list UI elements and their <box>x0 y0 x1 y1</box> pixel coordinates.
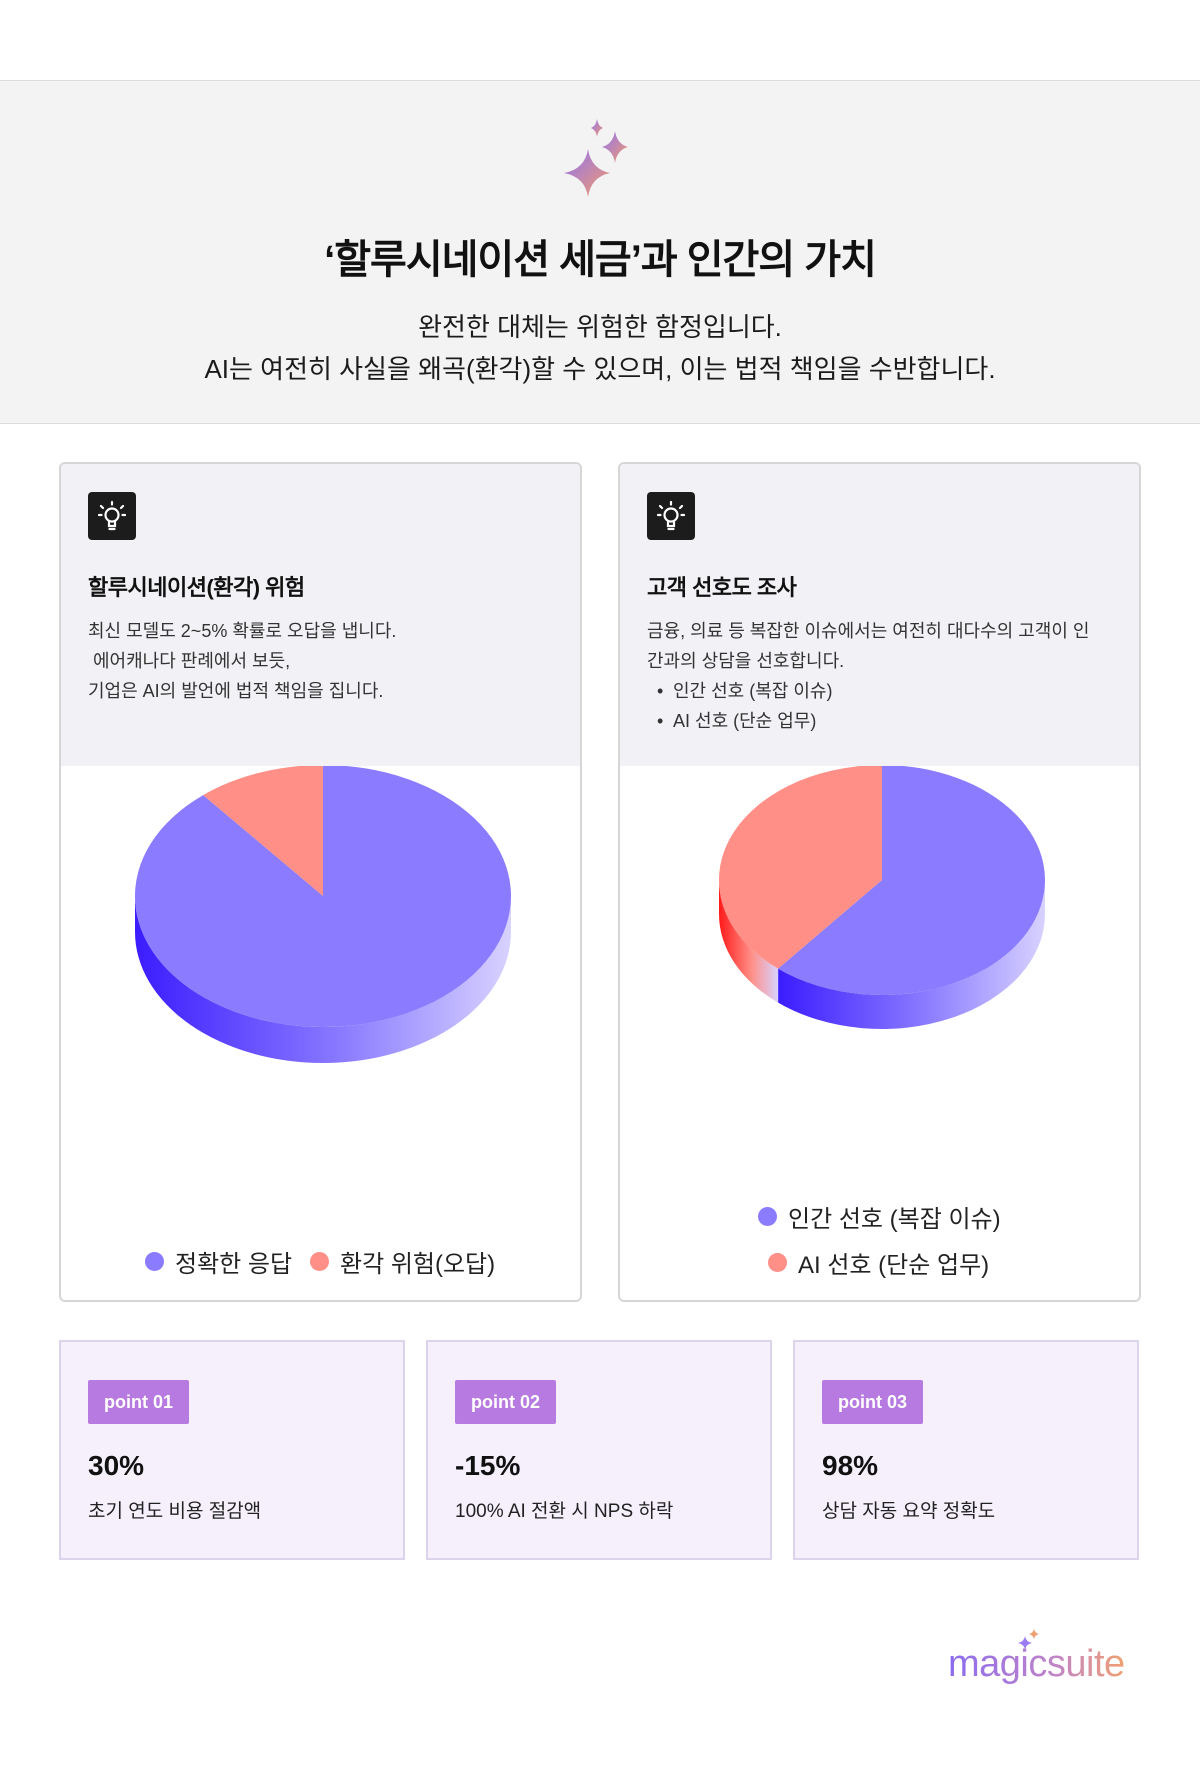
hero-banner: ‘할루시네이션 세금’과 인간의 가치 완전한 대체는 위험한 함정입니다. A… <box>0 80 1200 424</box>
card-header: 할루시네이션(환각) 위험 최신 모델도 2~5% 확률로 오답을 냅니다. 에… <box>61 464 580 766</box>
legend-label: AI 선호 (단순 업무) <box>798 1252 990 1279</box>
bullet-item: AI 선호 (단순 업무) <box>647 706 1117 736</box>
desc-line: 에어캐나다 판례에서 보듯, <box>88 651 291 671</box>
card-description: 금융, 의료 등 복잡한 이슈에서는 여전히 대다수의 고객이 인 간과의 상담… <box>647 616 1117 736</box>
legend-item-hallucination: 환각 위험(오답) <box>310 1244 495 1279</box>
sparkle-icon <box>1018 1629 1039 1650</box>
pie-svg <box>135 765 511 1063</box>
legend-item-accurate: 정확한 응답 <box>145 1244 292 1279</box>
customer-preference-card: 고객 선호도 조사 금융, 의료 등 복잡한 이슈에서는 여전히 대다수의 고객… <box>618 462 1141 1302</box>
subtitle-line-2: AI는 여전히 사실을 왜곡(환각)할 수 있으며, 이는 법적 책임을 수반합… <box>204 354 996 384</box>
point-badge: point 03 <box>822 1380 923 1424</box>
desc-line: 간과의 상담을 선호합니다. <box>647 651 845 671</box>
desc-line: 금융, 의료 등 복잡한 이슈에서는 여전히 대다수의 고객이 인 <box>647 621 1090 641</box>
hallucination-pie-chart: 정확한 응답 환각 위험(오답) <box>61 765 580 1300</box>
desc-line: 최신 모델도 2~5% 확률로 오답을 냅니다. <box>88 621 397 641</box>
point-label: 상담 자동 요약 정확도 <box>822 1501 996 1522</box>
point-card-01: point 01 30% 초기 연도 비용 절감액 <box>59 1340 405 1560</box>
card-title: 고객 선호도 조사 <box>647 575 797 600</box>
brand-logo: magicsuite <box>948 1643 1125 1685</box>
pie-slice <box>778 765 1045 995</box>
point-badge: point 02 <box>455 1380 556 1424</box>
point-value: -15% <box>455 1450 521 1481</box>
legend-dot <box>758 1207 777 1226</box>
legend-dot <box>145 1252 164 1271</box>
subtitle-line-1: 완전한 대체는 위험한 함정입니다. <box>418 312 782 342</box>
pie-slice-side <box>135 896 511 1063</box>
pie-slice-side <box>778 880 1045 1029</box>
point-label: 초기 연도 비용 절감액 <box>88 1501 262 1522</box>
legend-label: 환각 위험(오답) <box>340 1251 496 1278</box>
legend-dot <box>768 1253 787 1272</box>
point-label: 100% AI 전환 시 NPS 하락 <box>455 1501 674 1522</box>
legend-label: 인간 선호 (복잡 이슈) <box>788 1206 1001 1233</box>
point-badge: point 01 <box>88 1380 189 1424</box>
pie-slice-side <box>719 880 779 1003</box>
page-title: ‘할루시네이션 세금’과 인간의 가치 <box>324 238 877 282</box>
sparkle-icon <box>564 119 628 197</box>
bullet-item: 인간 선호 (복잡 이슈) <box>647 676 1117 706</box>
point-value: 30% <box>88 1450 145 1481</box>
lightbulb-icon <box>647 492 695 540</box>
card-description: 최신 모델도 2~5% 확률로 오답을 냅니다. 에어캐나다 판례에서 보듯, … <box>88 616 558 706</box>
point-value: 98% <box>822 1450 879 1481</box>
legend-item-ai: AI 선호 (단순 업무) <box>768 1245 989 1280</box>
desc-line: 기업은 AI의 발언에 법적 책임을 집니다. <box>88 681 384 701</box>
pie-slice <box>203 765 323 896</box>
pie-svg <box>719 765 1045 1029</box>
card-header: 고객 선호도 조사 금융, 의료 등 복잡한 이슈에서는 여전히 대다수의 고객… <box>620 464 1139 766</box>
pie-slice <box>719 765 882 969</box>
hallucination-risk-card: 할루시네이션(환각) 위험 최신 모델도 2~5% 확률로 오답을 냅니다. 에… <box>59 462 582 1302</box>
card-title: 할루시네이션(환각) 위험 <box>88 575 305 600</box>
bullet-list: 인간 선호 (복잡 이슈) AI 선호 (단순 업무) <box>647 676 1117 736</box>
legend-item-human: 인간 선호 (복잡 이슈) <box>758 1199 1001 1234</box>
point-card-03: point 03 98% 상담 자동 요약 정확도 <box>793 1340 1139 1560</box>
legend-dot <box>310 1252 329 1271</box>
lightbulb-icon <box>88 492 136 540</box>
legend-label: 정확한 응답 <box>175 1251 293 1278</box>
point-card-02: point 02 -15% 100% AI 전환 시 NPS 하락 <box>426 1340 772 1560</box>
preference-pie-chart: 인간 선호 (복잡 이슈) AI 선호 (단순 업무) <box>620 765 1139 1300</box>
